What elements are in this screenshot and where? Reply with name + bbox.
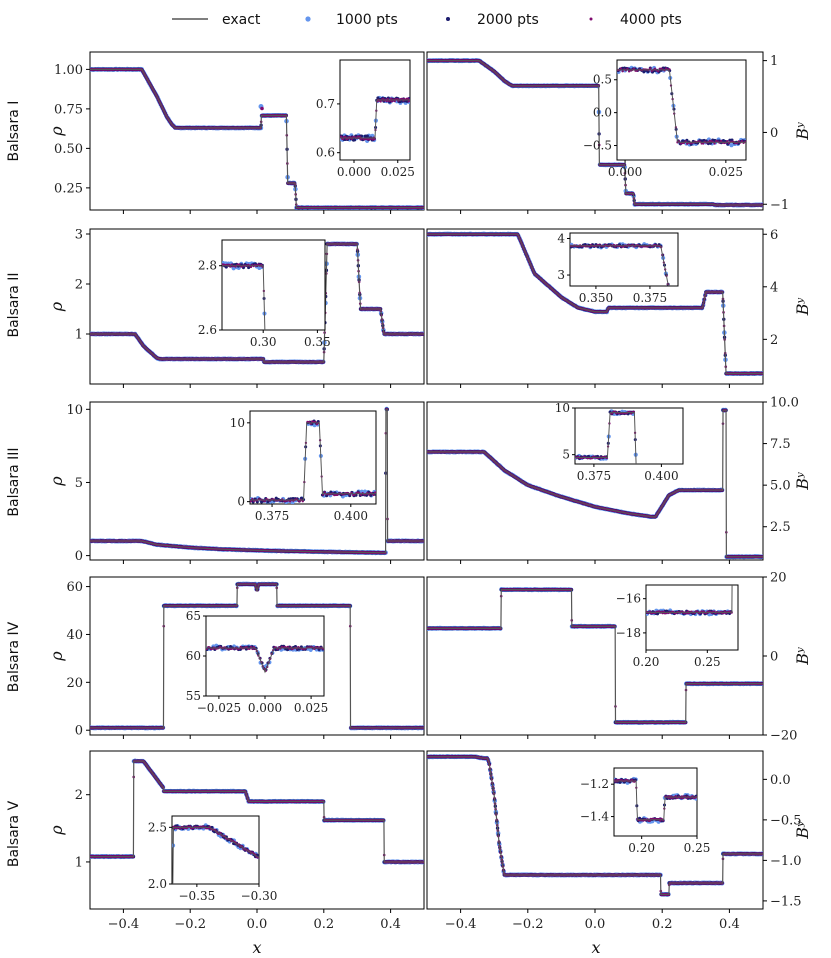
row-label-3: Balsara III [6,447,22,516]
panels: 0.25 0.50 0.75 1.00 ρ 0.000 0.025 0.6 0.7 −1 0 1 Bʸ 0… [47,51,812,932]
x-axis-label-right: x [591,938,600,957]
y-axis-label: Bʸ [793,122,812,141]
legend: exact 1000 pts 2000 pts 4000 pts [172,12,682,28]
y-tick-label: 2 [75,278,83,293]
y-tick-label: 0.50 [54,142,83,157]
inset-series-4000-point [653,67,657,70]
row-label-4: Balsara IV [6,621,22,692]
inset-y-tick-label: 0.5 [593,73,612,87]
legend-1000-marker [305,16,311,22]
y-axis-label: ρ [47,126,66,137]
inset-series-4000-point [648,67,652,70]
y-tick-label: −1 [770,198,789,213]
inset-x-tick-label: 0.000 [337,165,371,179]
inset-plot [222,260,274,614]
y-tick-label: 1.00 [54,63,83,78]
inset-series-4000-point [371,138,374,141]
inset-x-tick-label: 0.000 [608,165,642,179]
inset-series-4000-point [719,139,723,143]
inset-y-tick-label: 0.0 [593,106,612,120]
y-tick-label: 1 [75,328,83,343]
inset-series-4000-point [621,70,624,73]
inset-x-tick-label: 0.30 [250,335,277,349]
inset-series-4000-point [373,138,376,141]
inset-series-2000-point [269,562,272,565]
inset-y-tick-label: 0.6 [316,146,335,160]
inset-series-4000-point [726,139,729,143]
y-tick-label: 0 [770,126,778,141]
legend-exact-label: exact [222,12,261,28]
inset-frame [221,239,326,331]
y-tick-label: 0.75 [54,102,83,117]
row-label-2: Balsara II [6,273,22,338]
inset-series-4000-point [269,536,271,538]
inset-series-4000-point [358,135,361,138]
y-tick-label: 1 [770,54,778,69]
y-tick-label: 2 [770,333,778,348]
plot-area [427,231,763,377]
exact-line [427,60,763,206]
inset-series-4000-point [385,100,388,103]
inset-series-4000-point [713,142,716,145]
legend-2000-marker [446,17,450,21]
inset-series-4000-point [619,67,623,70]
panel-2: −1 0 1 Bʸ 0.000 0.025 −0.5 0.0 0.5 [426,51,812,214]
inset-series-4000-point [238,263,241,266]
inset-y-tick-label: 2.8 [198,259,217,273]
legend-2000-label: 2000 pts [477,12,539,28]
panel-3: 1 2 3 ρ 0.30 0.35 2.6 2.8 [47,228,425,614]
inset-series-4000-point [702,142,705,145]
plot-area [90,66,424,210]
x-axis-label-left: x [252,938,261,957]
inset-y-tick-label: 0.7 [316,97,335,111]
inset-panel: 0.000 0.025 0.6 0.7 [316,59,415,179]
panel-1: 0.25 0.50 0.75 1.00 ρ 0.000 0.025 0.6 0.7 [47,51,425,214]
spike-point [260,106,264,111]
inset-series-4000-point [340,135,343,138]
inset-exact-line [222,265,266,330]
inset-series-4000-point [265,388,267,390]
y-tick-label: 6 [770,228,778,243]
inset-series-4000-point [406,97,409,100]
y-tick-label: 3 [75,228,83,243]
inset-frame [339,59,411,161]
inset-exact-line [340,99,410,139]
row-label-1: Balsara I [6,101,22,162]
inset-x-tick-label: 0.35 [304,335,331,349]
y-tick-label: 0.25 [54,181,83,196]
y-axis-label: ρ [47,301,66,312]
inset-y-tick-label: 2.6 [198,323,217,337]
inset-series-4000-point [249,265,253,269]
inset-series-4000-point [393,99,396,103]
inset-series-2000-point [353,138,357,142]
exact-line [90,243,424,363]
inset-y-tick-label: −0.5 [583,139,612,153]
inset-series-1000-point [729,143,734,148]
inset-series-2000-point [642,70,646,74]
inset-x-tick-label: 0.025 [381,165,415,179]
inset-exact-line [617,69,746,143]
inset-x-tick-label: 0.025 [709,165,743,179]
legend-1000-label: 1000 pts [336,12,398,28]
y-axis-label: Bʸ [793,297,812,316]
inset-panel: 0.30 0.35 2.6 2.8 [198,239,331,614]
inset-plot [340,95,410,144]
plot-area [90,241,424,365]
y-tick-label: 4 [770,280,778,295]
legend-4000-marker [589,17,593,21]
legend-4000-label: 4000 pts [620,12,682,28]
inset-series-4000-point [626,67,629,70]
inset-panel: 0.000 0.025 −0.5 0.0 0.5 [583,59,747,179]
plot-area [427,58,763,208]
inset-series-4000-point [656,70,660,73]
row-label-5: Balsara V [6,800,22,867]
exact-line [90,68,424,209]
inset-plot [617,65,746,148]
inset-series-4000-point [390,97,393,100]
inset-series-2000-point [365,134,369,138]
inset-series-1000-point [270,610,274,614]
